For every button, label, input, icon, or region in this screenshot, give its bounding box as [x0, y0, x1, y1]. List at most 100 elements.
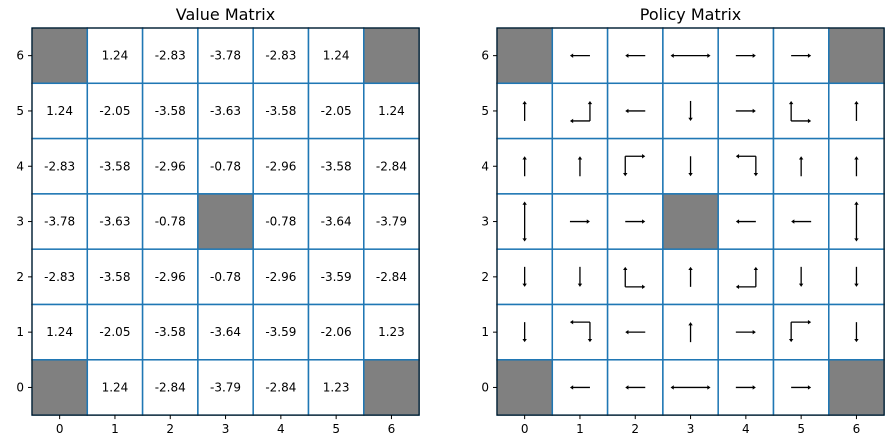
policy-x-tick-label: 5 [797, 422, 805, 436]
policy-arrow-head [807, 53, 812, 58]
policy-arrow-head-h [807, 319, 812, 325]
value-cell-label: -3.58 [155, 104, 186, 118]
value-cell-label: -3.58 [99, 159, 130, 173]
policy-arrow-head [752, 53, 756, 58]
policy-arrow-head [586, 219, 590, 224]
value-cell-label: -3.58 [99, 270, 130, 284]
value-x-tick-label: 4 [277, 422, 285, 436]
value-cell [307, 137, 365, 195]
policy-arrow-head [752, 385, 756, 390]
policy-arrow-head-v [753, 173, 759, 177]
policy-cell [496, 359, 554, 416]
policy-arrow-head [688, 117, 693, 121]
value-x-tick-label: 2 [166, 422, 174, 436]
policy-arrow-head [807, 385, 812, 390]
value-cell [363, 82, 420, 140]
policy-arrow-head [798, 283, 804, 287]
policy-arrow-head [688, 322, 693, 326]
value-cell-label: 1.23 [378, 325, 405, 339]
value-cell [31, 193, 89, 250]
policy-arrow-head [625, 53, 629, 58]
policy-arrow-head [688, 266, 693, 271]
value-cell [31, 359, 89, 416]
value-cell-label: -2.84 [155, 380, 186, 394]
value-cell-label: -2.96 [155, 270, 186, 284]
policy-arrow-head [854, 156, 859, 160]
value-cell-label: -0.78 [155, 215, 186, 229]
value-cell [197, 248, 254, 306]
policy-arrow-head [625, 385, 629, 390]
value-cell-label: -2.96 [155, 159, 186, 173]
policy-cell [772, 303, 830, 361]
value-cell-label: -2.84 [376, 270, 407, 284]
policy-x-tick-label: 1 [576, 422, 584, 436]
value-cell [252, 303, 310, 361]
value-matrix-panel: Value Matrix 1.24 -2.83 -3.78 -2.83 1.24 1.24… [16, 5, 420, 436]
policy-arrow-head [522, 338, 527, 343]
value-y-tick-label: 3 [16, 215, 24, 229]
value-cell-label: -2.05 [321, 104, 352, 118]
value-y-tick-label: 1 [16, 325, 24, 339]
value-cell-label: -3.78 [210, 49, 241, 63]
value-cell-label: -2.84 [265, 380, 296, 394]
policy-x-tick-label: 3 [687, 422, 695, 436]
policy-arrow-head [791, 219, 795, 224]
value-cell-label: -3.59 [321, 270, 352, 284]
value-cell-label: -3.58 [155, 325, 186, 339]
policy-arrow-head-v [587, 338, 593, 343]
value-cell-label: -2.84 [376, 159, 407, 173]
policy-arrow-head [522, 100, 527, 105]
value-cell [86, 193, 144, 250]
value-cell-label: 1.24 [46, 104, 73, 118]
value-cell [197, 359, 254, 416]
value-cell [307, 248, 365, 306]
value-cell-label: -0.78 [210, 159, 241, 173]
value-cell-label: -3.58 [265, 104, 296, 118]
value-cell-label: 1.24 [102, 380, 129, 394]
policy-arrow-head-h [807, 118, 812, 124]
policy-arrow-head-right [707, 385, 711, 390]
value-cell-label: -3.63 [210, 104, 241, 118]
policy-arrow-head [577, 283, 583, 287]
value-x-tick-label: 1 [111, 422, 119, 436]
policy-arrow-head-v [623, 173, 628, 177]
policy-x-tick-label: 6 [853, 422, 861, 436]
policy-arrow-head-h [642, 284, 646, 290]
policy-arrow-head [752, 108, 756, 114]
policy-cell [606, 137, 664, 195]
value-cell [197, 303, 254, 361]
policy-arrow-head-h [569, 319, 574, 325]
value-y-tick-label: 4 [16, 159, 24, 173]
policy-arrow-head-right [707, 53, 711, 58]
policy-arrow-head [854, 338, 859, 343]
policy-arrow-head-v [587, 100, 593, 105]
value-cell-label: 1.24 [102, 49, 129, 63]
value-cell-label: -3.79 [376, 215, 407, 229]
policy-x-tick-label: 0 [521, 422, 529, 436]
value-cell [197, 193, 254, 250]
value-cell-label: 1.24 [323, 49, 350, 63]
policy-arrow-head-h [735, 284, 740, 290]
policy-arrow-head-v [623, 266, 628, 271]
policy-arrow-head [798, 156, 804, 160]
policy-arrow-head-h [735, 154, 740, 159]
policy-arrow-head [735, 219, 740, 224]
value-cell [141, 27, 199, 85]
policy-arrow-head [642, 219, 646, 224]
policy-arrow-head-left [670, 53, 674, 58]
value-x-tick-label: 5 [332, 422, 340, 436]
value-cell-label: -3.64 [210, 325, 241, 339]
policy-matrix-panel: Policy Matrix 0 1 2 3 4 5 6 0 1 2 3 4 5 6 [481, 5, 885, 436]
value-cell [141, 193, 199, 250]
value-cell-label: -2.83 [155, 49, 186, 63]
value-cell [363, 137, 420, 195]
policy-cell [606, 248, 664, 306]
value-cell-label: -3.64 [321, 215, 352, 229]
value-cell [141, 82, 199, 140]
value-cell-label: 1.23 [323, 380, 350, 394]
policy-arrow-head-up [854, 201, 859, 205]
policy-arrow-head-down [854, 238, 859, 242]
policy-arrow-head [854, 100, 859, 105]
policy-y-tick-label: 4 [481, 159, 489, 173]
policy-arrow-head-left [670, 385, 674, 390]
